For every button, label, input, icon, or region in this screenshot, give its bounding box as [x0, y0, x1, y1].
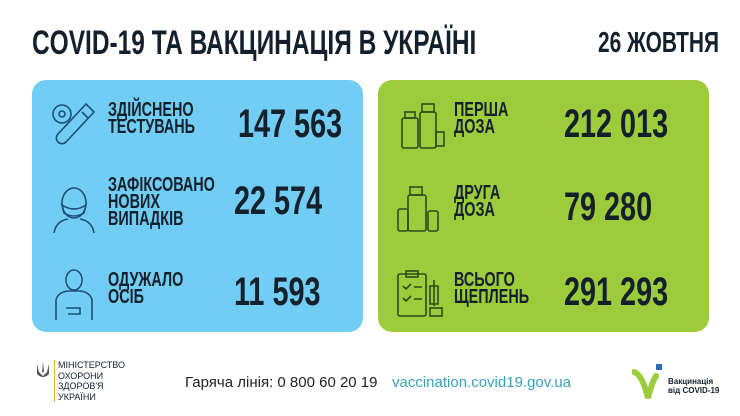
trident-icon — [37, 362, 49, 377]
stat-recovered: ОДУЖАЛО ОСІБ 11 593 — [32, 260, 363, 330]
recovered-person-icon — [55, 269, 93, 320]
vaccine-vials-icon — [401, 103, 445, 149]
page-title: COVID-19 ТА ВАКЦИНАЦІЯ В УКРАЇНІ — [32, 24, 477, 62]
test-tube-icon — [52, 102, 96, 145]
report-date: 26 ЖОВТНЯ — [598, 27, 719, 59]
total-vaccinations-value: 291 293 — [564, 270, 669, 314]
vaccination-logo: Вакцинація від COVID-19 — [631, 362, 719, 407]
covid-stats-panel: ЗДІЙСНЕНО ТЕСТУВАНЬ 147 563 ЗАФІКСОВАНО … — [32, 80, 363, 332]
stat-tests: ЗДІЙСНЕНО ТЕСТУВАНЬ 147 563 — [32, 92, 363, 162]
second-dose-value: 79 280 — [564, 185, 653, 229]
vaccine-vials-icon — [397, 186, 439, 232]
stat-second-dose: ДРУГА ДОЗА 79 280 — [378, 175, 709, 245]
vaccination-v-icon — [631, 364, 662, 399]
first-dose-value: 212 013 — [564, 102, 669, 146]
stat-first-dose: ПЕРША ДОЗА 212 013 — [378, 92, 709, 162]
hotline-text: Гаряча лінія: 0 800 60 20 19 — [185, 374, 378, 391]
tests-value: 147 563 — [238, 102, 343, 146]
vaccination-stats-panel: ПЕРША ДОЗА 212 013 ДРУГА ДОЗА 79 280 ВСЬ… — [378, 80, 709, 332]
masked-person-icon — [53, 187, 95, 234]
recovered-value: 11 593 — [234, 270, 321, 314]
website-link[interactable]: vaccination.covid19.gov.ua — [392, 374, 572, 391]
stat-cases: ЗАФІКСОВАНО НОВИХ ВИПАДКІВ 22 574 — [32, 175, 363, 245]
stat-total-vaccinations: ВСЬОГО ЩЕПЛЕНЬ 291 293 — [378, 260, 709, 330]
cases-value: 22 574 — [234, 179, 323, 223]
clipboard-syringe-icon — [397, 270, 443, 317]
